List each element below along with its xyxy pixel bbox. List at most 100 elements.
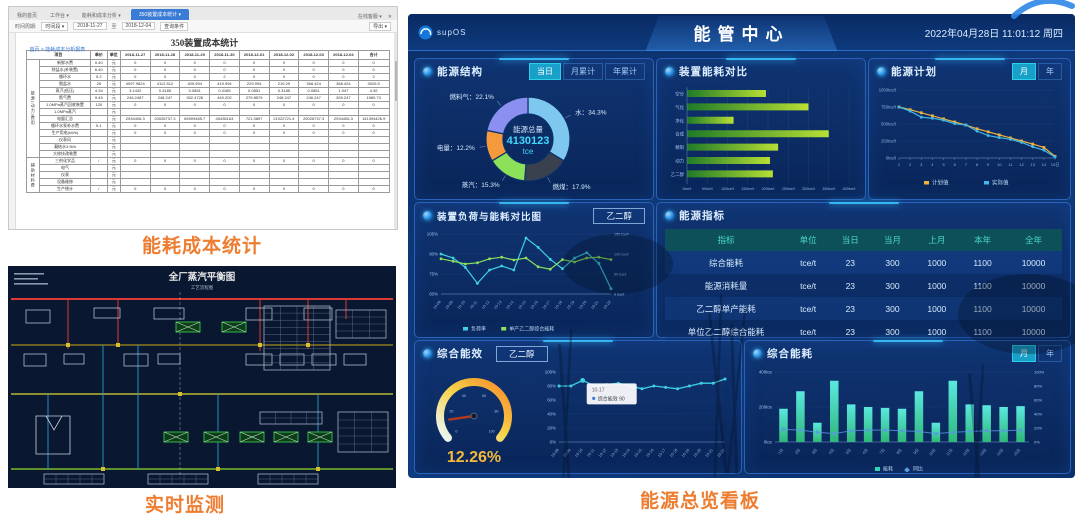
circle-shape — [580, 378, 586, 383]
value-cell: 302.4728 — [179, 94, 211, 102]
logo-swirl-icon — [418, 25, 433, 39]
value-cell: 0 — [298, 66, 329, 74]
cons-bar — [965, 404, 974, 442]
ind-cell: 300 — [885, 257, 900, 268]
row-label-cell: 氮气费 — [38, 94, 92, 102]
col-header: 2018-12-01 — [238, 50, 270, 60]
ind-cell: 单位乙二醇综合能耗 — [687, 326, 765, 337]
ind-cell: 23 — [845, 326, 856, 337]
value-cell — [149, 178, 181, 186]
value-cell: 元 — [106, 66, 121, 74]
tab-月[interactable]: 月 — [1012, 63, 1036, 80]
value-cell — [149, 171, 181, 179]
tab-年累计[interactable]: 年累计 — [605, 63, 645, 80]
dashboard-title-plate: 能管中心 — [645, 16, 838, 51]
scrollbar-thumb[interactable] — [394, 61, 397, 101]
value-cell — [90, 129, 108, 137]
chart-label: 90% — [429, 252, 438, 257]
browser-tab-active[interactable]: 350装置成本统计 ▾ — [130, 9, 190, 20]
value-cell: 0 — [328, 129, 359, 137]
query-button[interactable]: 查询条件 — [160, 21, 189, 31]
chart-label: 100% — [1034, 370, 1045, 375]
period-select[interactable]: 时间段 ▾ — [41, 21, 69, 31]
value-cell — [328, 143, 359, 151]
tab-年[interactable]: 年 — [1038, 345, 1062, 362]
chart-label: 50 tce/t — [614, 273, 627, 277]
equipment-box — [343, 353, 367, 366]
chart-label: 燃料气：22.1% — [450, 92, 495, 101]
tab-年[interactable]: 年 — [1038, 63, 1062, 80]
chart-label: 单产乙二醇综合能耗 — [509, 326, 554, 333]
energy-plan-line-chart: 0tce/t 250tce/t 500tce/t 750tce/t 1000tce/t 1… — [879, 88, 1059, 187]
value-cell: 1980.73 — [357, 94, 390, 102]
chart-label: 13日 — [979, 448, 987, 457]
value-cell — [209, 136, 240, 144]
report-scrollbar[interactable] — [393, 33, 397, 229]
value-cell — [357, 150, 390, 158]
chart-label: 100% — [545, 370, 556, 375]
value-cell: 元 — [106, 115, 121, 123]
value-cell: 0 — [268, 185, 300, 193]
browser-tab[interactable]: 工作台 ▾ — [50, 13, 69, 19]
equipment-box — [245, 307, 273, 321]
value-cell: 0 — [179, 129, 211, 137]
row-label-cell: 生产统计 — [38, 185, 92, 193]
date-from-input[interactable]: 2018-11-27 — [73, 22, 107, 30]
consumption-bar-chart: 400tce 200tce 0tce 100% 80% 60% 40% 20% 0% 1日 2日 3日… — [759, 370, 1045, 473]
circle-shape — [439, 252, 443, 256]
value-cell — [209, 108, 240, 116]
chart-label: 60% — [1034, 398, 1042, 403]
row-label-cell: 电气 — [38, 164, 92, 172]
ind-cell: 10000 — [1021, 303, 1046, 314]
browser-tab[interactable]: 我的首页 — [17, 13, 38, 19]
value-cell: 3026.5 — [357, 80, 390, 88]
hbar-动力 — [687, 157, 771, 164]
rect-shape — [306, 343, 310, 347]
device-select[interactable]: 乙二醇 — [496, 345, 548, 362]
row-label-cell: 三剂化学品 — [38, 157, 92, 165]
chart-label: 10-19 — [681, 448, 690, 458]
client-service-link[interactable]: 在线客服 ▾ — [357, 14, 382, 20]
value-cell — [328, 150, 359, 158]
value-cell: 0 — [328, 157, 359, 165]
date-to-input[interactable]: 2018-12-04 — [121, 22, 156, 30]
chart-label: 10-08 — [550, 448, 559, 458]
value-cell — [238, 150, 270, 158]
circle-shape — [652, 384, 656, 388]
export-button[interactable]: 导出 ▾ — [369, 21, 391, 31]
value-cell: 409.994 — [179, 80, 211, 88]
value-cell: 元 — [106, 178, 121, 186]
ind-cell: 23 — [845, 280, 856, 291]
cons-bar — [897, 408, 907, 442]
ind-cell: 10000 — [1021, 280, 1046, 291]
chart-label: 实际值 — [992, 179, 1009, 187]
chart-label: 燃煤：17.9% — [553, 182, 591, 191]
value-cell: 0 — [268, 122, 300, 130]
table-row: 循环水 5.2 元 0 0 0 2 0 0 0 0 2 — [26, 73, 390, 81]
chart-label: 乙二醇 — [671, 171, 685, 178]
circle-shape — [573, 260, 576, 264]
chart-label: 10-20 — [693, 448, 702, 458]
chart-label: 4130123 — [507, 135, 550, 147]
circle-shape — [975, 129, 979, 133]
device-select[interactable]: 乙二醇 — [593, 207, 645, 224]
value-cell: 0 — [119, 129, 151, 137]
breadcrumb[interactable]: 首页 > 能耗成本分析报表 — [29, 47, 86, 53]
browser-tab[interactable]: 能耗和成本分析 ▾ — [81, 13, 121, 19]
report-left-sidebar[interactable] — [9, 33, 16, 229]
value-cell: 0 — [119, 101, 151, 109]
chart-label: 电量：12.2% — [437, 143, 475, 152]
value-cell: 0.3185 — [209, 87, 240, 95]
tab-月[interactable]: 月 — [1012, 345, 1036, 362]
tab-月累计[interactable]: 月累计 — [563, 63, 603, 80]
equipment-box — [123, 353, 149, 367]
circle-shape — [897, 105, 901, 109]
panel-energy-consumption: 综合能耗 月年 400tce 200tce 0tce 100% 80% 60% 40% 20%… — [744, 340, 1071, 474]
chart-label: 10-17 — [657, 448, 666, 458]
circle-shape — [439, 257, 443, 261]
chart-label: 能源总量 — [513, 124, 543, 134]
value-cell — [149, 143, 181, 151]
chart-label: 75% — [429, 272, 438, 277]
close-icon[interactable]: ✕ — [387, 13, 392, 20]
tab-当日[interactable]: 当日 — [529, 63, 561, 80]
